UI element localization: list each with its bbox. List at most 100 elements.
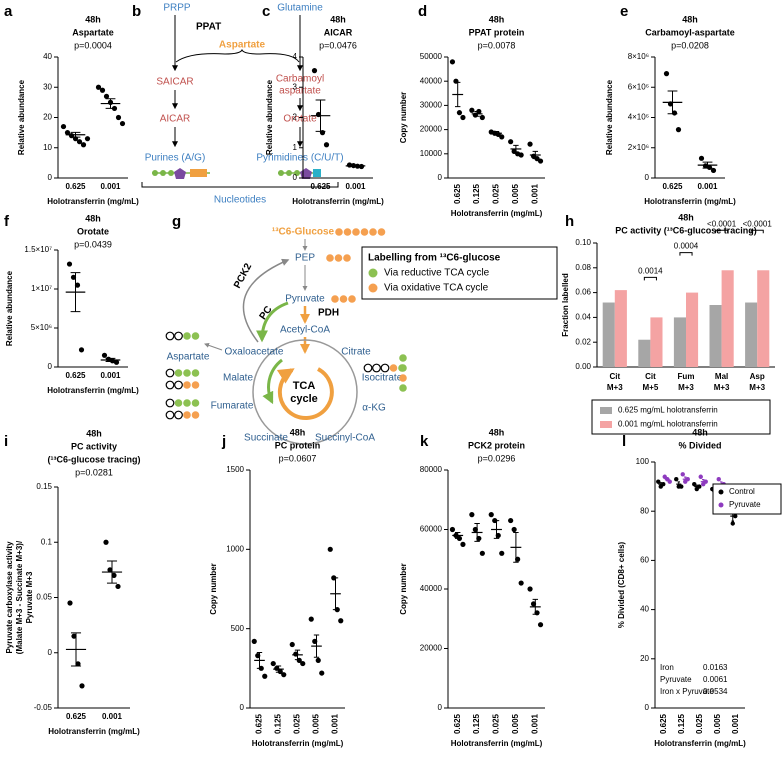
- y-tick-label: 0.06: [575, 288, 591, 297]
- node: Succinate: [244, 433, 288, 444]
- significance-bracket: [715, 229, 729, 234]
- bar: [721, 270, 734, 367]
- legend-item: 0.001 mg/mL holotransferrin: [618, 420, 718, 429]
- data-point: [71, 633, 77, 639]
- x-tick-label: 0.125: [274, 713, 283, 734]
- y-tick-label: 0: [438, 173, 443, 182]
- error-bar: [70, 131, 81, 138]
- data-point: [107, 567, 113, 573]
- legend-item: Control: [729, 487, 755, 496]
- data-point: [70, 274, 77, 280]
- data-point: [115, 114, 122, 121]
- data-point: [338, 618, 344, 624]
- chart-panel: k 48h PCK2 protein p=0.0296 Copy number 0 2000…: [399, 427, 545, 748]
- node: Pyruvate: [285, 294, 325, 305]
- carbon-dot: [165, 410, 175, 420]
- node: AICAR: [160, 114, 191, 125]
- error-bar: [256, 651, 263, 669]
- x-tick-label: 0.001: [530, 183, 539, 204]
- carbon-dot: [398, 364, 406, 372]
- chart-title: 48h: [678, 212, 694, 222]
- error-bar: [275, 665, 282, 673]
- data-point: [119, 120, 126, 127]
- data-point: [499, 134, 505, 140]
- carbon-dot: [339, 295, 348, 303]
- y-tick-label: 40: [43, 52, 52, 61]
- y-tick-label: 0: [438, 703, 443, 712]
- carbon-dot: [191, 369, 200, 377]
- panel-label: d: [418, 3, 427, 20]
- error-bar: [532, 150, 539, 160]
- legend-swatch: [368, 283, 378, 293]
- node: aspartate: [279, 86, 321, 97]
- carbon-dot: [174, 410, 183, 420]
- oxidative-ring: [276, 367, 334, 420]
- carbon-dot: [343, 254, 351, 262]
- carbon-dot: [183, 411, 191, 419]
- carbon-dot: [326, 254, 334, 262]
- y-tick-label: 1.5×10⁷: [24, 245, 52, 254]
- x-tick-label: 0.005: [511, 183, 520, 204]
- carbon-dot: [380, 363, 390, 373]
- error-bar: [677, 481, 681, 487]
- chart-title: 48h: [86, 428, 102, 438]
- carbon-dot: [191, 399, 200, 407]
- x-tick-label: M+3: [749, 383, 765, 392]
- legend-item: Via oxidative TCA cycle: [384, 283, 489, 294]
- node: Oxaloacetate: [225, 347, 284, 358]
- legend-swatch: [600, 421, 612, 428]
- x-tick-label: 0.025: [695, 713, 704, 734]
- x-tick-label: 0.625: [662, 182, 683, 191]
- chart-panel: l 48h % Divided % Divided (CD8+ cells) 0 20 40…: [617, 427, 782, 748]
- x-tick-label: 0.001: [731, 713, 740, 734]
- data-point: [113, 359, 120, 365]
- x-axis-label: Holotransferrin (mg/mL): [252, 739, 344, 748]
- y-tick-label: 0: [645, 173, 650, 182]
- carbon-dot: [363, 363, 373, 373]
- x-tick-label: M+3: [607, 383, 623, 392]
- legend-item: Via reductive TCA cycle: [384, 268, 490, 279]
- carbon-dot: [352, 228, 360, 236]
- y-tick-label: 20: [43, 113, 52, 122]
- enzyme: PPAT: [196, 22, 221, 33]
- data-point: [66, 261, 73, 267]
- carbon-dot: [331, 295, 339, 303]
- bar: [638, 339, 651, 367]
- data-point: [479, 550, 485, 556]
- data-point: [537, 622, 544, 628]
- y-axis-label: Pyruvate carboxylase activity: [5, 541, 14, 654]
- error-bar: [350, 165, 361, 167]
- bracket: [141, 182, 339, 188]
- data-point: [289, 641, 295, 648]
- bar: [709, 305, 722, 367]
- chart-panel: i 48h PC activity (¹³C6-glucose tracing) p=0…: [4, 428, 141, 736]
- error-bar: [105, 357, 116, 363]
- y-tick-label: 10000: [420, 149, 443, 158]
- x-axis-label: Holotransferrin (mg/mL): [451, 739, 543, 748]
- value-annotation: 0.0014: [638, 267, 663, 276]
- data-point: [449, 526, 456, 533]
- error-bar: [701, 478, 705, 485]
- data-point: [663, 71, 670, 77]
- data-point: [537, 158, 544, 164]
- y-tick-label: 0: [48, 173, 53, 182]
- carbon-dot: [183, 399, 191, 407]
- x-tick-label: M+5: [643, 383, 659, 392]
- legend-item: Pyruvate: [729, 500, 761, 509]
- data-point: [469, 107, 475, 113]
- data-point: [64, 130, 71, 136]
- cycle-label: cycle: [290, 393, 318, 405]
- carbon-dot: [174, 369, 183, 377]
- data-point: [103, 93, 110, 99]
- panel-label: g: [172, 213, 181, 230]
- data-point: [251, 638, 257, 644]
- x-tick-label: 0.001: [100, 371, 121, 380]
- chart-subtitle: p=0.0476: [319, 40, 357, 50]
- data-point: [499, 550, 505, 556]
- error-bar: [667, 90, 678, 115]
- x-tick-label: 0.125: [472, 183, 481, 204]
- y-tick-label: 0: [48, 648, 53, 657]
- y-axis-label: Copy number: [399, 92, 408, 144]
- x-tick-label: M+3: [678, 383, 694, 392]
- y-tick-label: 0.08: [575, 263, 591, 272]
